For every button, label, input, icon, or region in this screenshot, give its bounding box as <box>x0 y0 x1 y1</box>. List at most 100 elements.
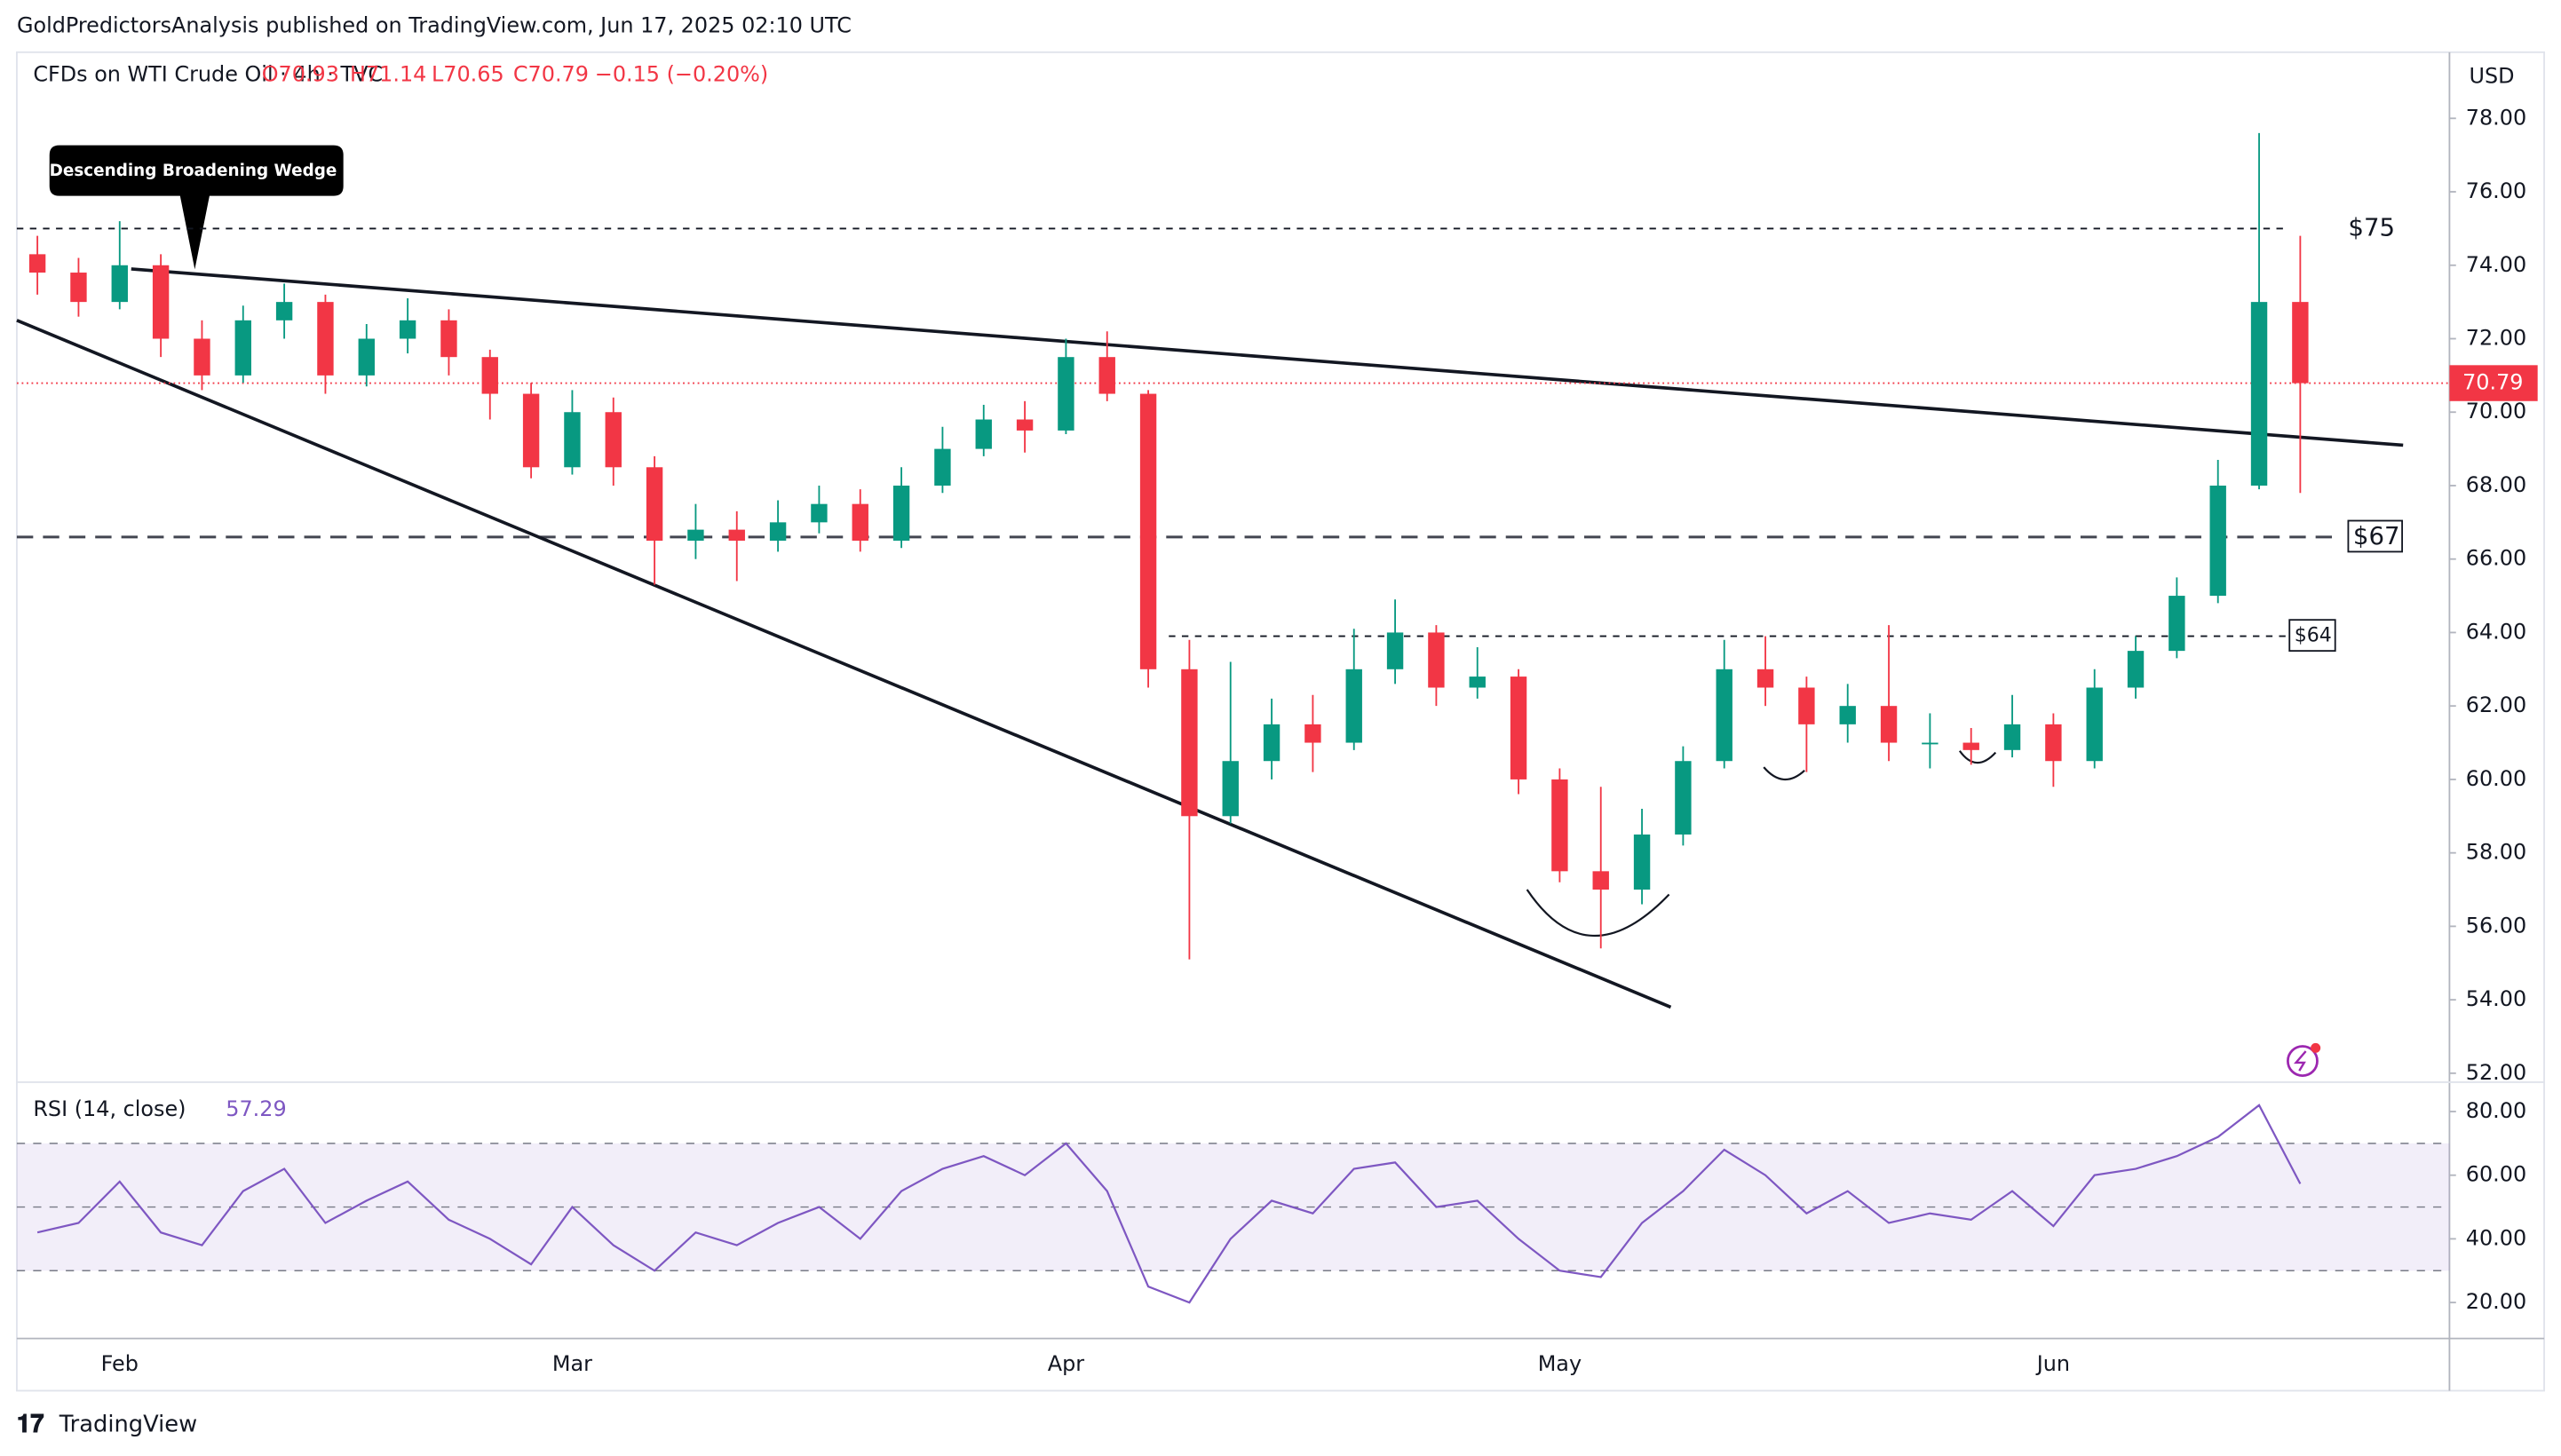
y-tick-label: 74.00 <box>2466 252 2526 277</box>
alert-icon[interactable] <box>2287 1042 2321 1077</box>
level-label: $64 <box>2295 625 2332 647</box>
ohlc-value: −0.15 (−0.20%) <box>595 62 768 87</box>
rsi-title: RSI (14, close) <box>33 1096 186 1121</box>
y-tick-label: 68.00 <box>2466 472 2526 497</box>
x-tick-label: May <box>1538 1351 1582 1376</box>
last-price-box <box>2449 365 2538 401</box>
candle-body <box>317 302 334 376</box>
candle-body <box>892 485 910 542</box>
candle-body <box>194 338 210 376</box>
cup-curve <box>1526 889 1670 938</box>
candle-body <box>1592 871 1609 890</box>
candle-body <box>605 412 622 468</box>
candle-body <box>2045 724 2062 762</box>
candle-body <box>2292 302 2309 384</box>
x-tick-label: Feb <box>101 1351 139 1376</box>
candle-body <box>2086 687 2103 762</box>
x-tick-label: Mar <box>552 1351 592 1376</box>
y-tick-label: 66.00 <box>2466 546 2526 571</box>
y-tick-label: 40.00 <box>2466 1225 2526 1250</box>
level-label-box <box>2288 619 2336 653</box>
candle-body <box>2003 724 2021 750</box>
y-tick-label: 52.00 <box>2466 1060 2526 1085</box>
ohlc-value: C70.79 <box>513 62 589 87</box>
candle-body <box>1756 669 1774 688</box>
x-tick-label: Jun <box>2035 1351 2070 1376</box>
candle-body <box>111 265 128 303</box>
candle-body <box>1386 632 1404 669</box>
candle-body <box>70 273 87 303</box>
candle-body <box>687 529 704 542</box>
candle-body <box>522 393 540 468</box>
last-price-label: 70.79 <box>2462 370 2523 395</box>
cup-curve <box>1763 766 1805 781</box>
candle-body <box>1181 669 1198 817</box>
rsi-line <box>36 1104 2302 1304</box>
footer-logo: 𝟏𝟕 <box>17 1409 44 1438</box>
candle-body <box>1139 393 1157 669</box>
frame <box>16 51 2545 1392</box>
ohlc-value: L70.65 <box>432 62 504 87</box>
y-tick-label: 64.00 <box>2466 619 2526 644</box>
candle-body <box>934 448 951 486</box>
cup-curve <box>1958 750 1997 764</box>
candle-body <box>1016 419 1034 431</box>
y-tick-label: 58.00 <box>2466 840 2526 865</box>
alert-bolt[interactable] <box>2293 1050 2307 1072</box>
ohlc-value: H71.14 <box>350 62 426 87</box>
symbol-title: CFDs on WTI Crude Oil · 4h · TVC <box>33 62 383 87</box>
publisher: GoldPredictorsAnalysis published on Trad… <box>17 12 852 37</box>
candle-body <box>152 265 170 339</box>
currency: USD <box>2469 63 2514 88</box>
candle-body <box>2209 485 2226 597</box>
candle-body <box>1880 706 1898 743</box>
level-label: $75 <box>2348 212 2395 241</box>
candle-body <box>440 320 457 358</box>
candle-body <box>1058 357 1074 431</box>
y-tick-label: 62.00 <box>2466 692 2526 717</box>
candle-body <box>1469 677 1486 688</box>
candle-body <box>646 467 663 542</box>
candle-body <box>975 419 992 449</box>
candle-body <box>2127 651 2145 688</box>
callout: Descending Broadening Wedge <box>49 145 344 270</box>
candle-body <box>1098 357 1115 394</box>
alert-dot[interactable] <box>2311 1042 2321 1053</box>
candle-body <box>481 357 498 394</box>
candle-body <box>811 503 828 523</box>
y-tick-label: 60.00 <box>2466 766 2526 791</box>
y-tick-label: 56.00 <box>2466 913 2526 938</box>
candle-body <box>1345 669 1362 743</box>
y-tick-label: 70.00 <box>2466 399 2526 423</box>
callout-box <box>49 145 344 270</box>
y-tick-label: 76.00 <box>2466 178 2526 203</box>
candle-body <box>1510 677 1527 779</box>
candle-body <box>28 254 46 273</box>
candle-body <box>1304 724 1321 743</box>
candle-body <box>1922 742 1939 745</box>
y-tick-label: 72.00 <box>2466 326 2526 351</box>
alert-circle[interactable] <box>2287 1045 2319 1077</box>
candle-body <box>1962 742 1979 750</box>
y-tick-label: 54.00 <box>2466 986 2526 1011</box>
candle-body <box>2250 302 2268 486</box>
y-tick-label: 80.00 <box>2466 1098 2526 1123</box>
candle-body <box>769 522 787 542</box>
callout-text: Descending Broadening Wedge <box>50 162 337 180</box>
candle-body <box>2169 596 2185 652</box>
level-label: $67 <box>2353 521 2400 550</box>
trendline <box>16 319 1672 1009</box>
logo-mark: 𝟏𝟕 <box>17 1409 44 1438</box>
candle-body <box>1551 779 1568 872</box>
footer-brand: TradingView <box>59 1412 197 1438</box>
y-tick-label: 20.00 <box>2466 1289 2526 1314</box>
x-tick-label: Apr <box>1048 1351 1085 1376</box>
rsi-value: 57.29 <box>226 1096 286 1121</box>
candle-body <box>564 412 581 468</box>
ohlc-value: O70.93 <box>262 62 339 87</box>
candle-body <box>1716 669 1732 762</box>
candle-body <box>234 320 251 376</box>
y-tick-label: 60.00 <box>2466 1162 2526 1187</box>
